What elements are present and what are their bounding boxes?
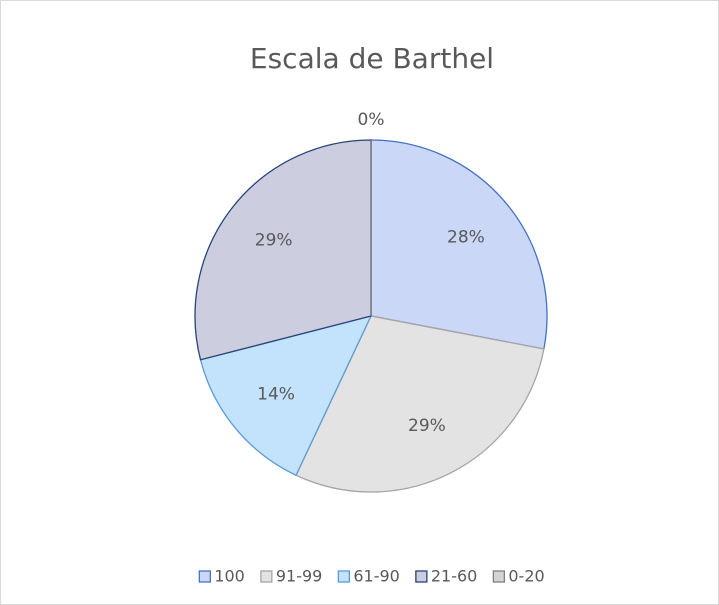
legend-label: 21-60 [431, 567, 478, 586]
legend-swatch [337, 570, 351, 583]
pie-slice [199, 315, 373, 477]
data-label: 29% [255, 230, 293, 250]
pie-slice [194, 139, 372, 361]
legend-swatch [260, 570, 273, 583]
legend-swatch [492, 570, 506, 583]
pie-slice [370, 139, 548, 350]
legend-label: 61-90 [353, 567, 400, 586]
legend-swatch [198, 570, 211, 583]
legend-label: 0-20 [508, 567, 544, 586]
pie-slice [295, 315, 545, 493]
data-label: 28% [447, 227, 485, 247]
data-label: 14% [257, 385, 295, 405]
data-label: 0% [358, 110, 385, 130]
data-label: 29% [408, 416, 446, 436]
chart-title: Escala de Barthel [250, 42, 494, 75]
legend-label: 100 [214, 567, 245, 586]
legend-swatch [415, 570, 428, 583]
legend-label: 91-99 [276, 567, 323, 586]
